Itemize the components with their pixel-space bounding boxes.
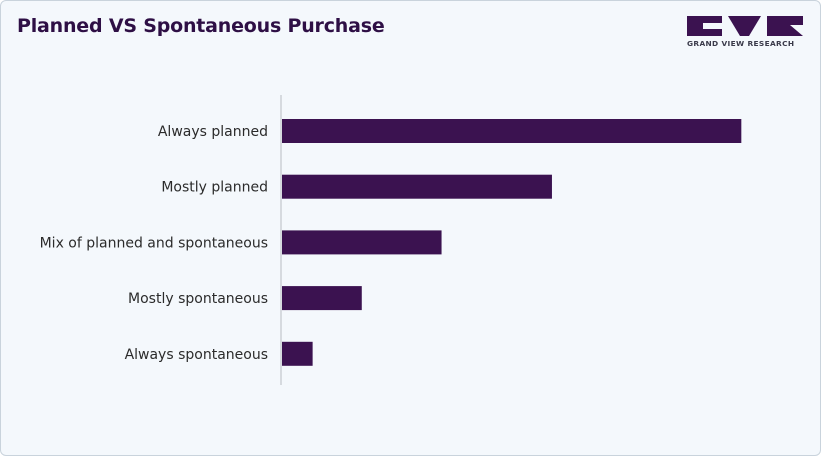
bar-0 bbox=[282, 119, 742, 143]
category-label: Always spontaneous bbox=[125, 347, 268, 363]
category-label: Mostly planned bbox=[161, 180, 268, 196]
category-label: Always planned bbox=[158, 124, 268, 140]
grand-view-research-logo: GRAND VIEW RESEARCH bbox=[687, 16, 803, 54]
bar-4 bbox=[282, 341, 313, 366]
logo-mark-icon bbox=[687, 16, 803, 36]
bar-3 bbox=[282, 286, 362, 311]
bar-2 bbox=[282, 230, 442, 255]
chart-title: Planned VS Spontaneous Purchase bbox=[17, 15, 385, 37]
category-label: Mix of planned and spontaneous bbox=[40, 235, 268, 251]
category-label: Mostly spontaneous bbox=[128, 291, 268, 307]
logo-wordmark: GRAND VIEW RESEARCH bbox=[687, 39, 795, 48]
bar-1 bbox=[282, 174, 552, 199]
